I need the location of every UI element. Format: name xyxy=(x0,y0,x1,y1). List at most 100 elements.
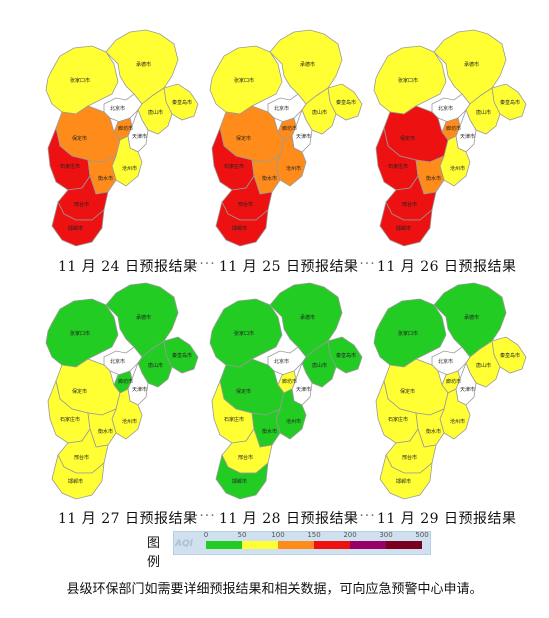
legend-swatch-purple xyxy=(350,541,386,549)
map-caption-2: 11 月 25 日预报结果 xyxy=(219,259,359,275)
city-label-bd: 保定市 xyxy=(72,135,87,142)
city-label-zjk: 张家口市 xyxy=(70,77,90,84)
city-label-xt: 邢台市 xyxy=(238,454,253,461)
region-hd xyxy=(51,453,105,500)
city-label-xt: 邢台市 xyxy=(74,201,89,208)
legend-tick: 150 xyxy=(307,531,321,539)
city-label-sjz: 石家庄市 xyxy=(388,416,408,423)
map-caption-3: 11 月 26 日预报结果 xyxy=(377,259,517,275)
city-label-zjk: 张家口市 xyxy=(398,330,418,337)
region-cd xyxy=(433,282,507,358)
city-label-bd: 保定市 xyxy=(400,388,415,395)
city-label-qhd: 秦皇岛市 xyxy=(500,352,520,359)
region-hd xyxy=(379,200,433,247)
city-label-cd: 承德市 xyxy=(136,314,151,321)
map-caption-1: 11 月 24 日预报结果 xyxy=(58,259,198,275)
city-label-bd: 保定市 xyxy=(400,135,415,142)
city-label-cz: 沧州市 xyxy=(450,165,465,172)
city-label-xt: 邢台市 xyxy=(74,454,89,461)
city-label-sjz: 石家庄市 xyxy=(388,163,408,170)
city-label-hs: 衡水市 xyxy=(262,428,277,435)
region-hd xyxy=(215,200,269,247)
forecast-map-5: 张家口市 承德市 秦皇岛市 唐山市 北京市 天津市 廊坊市 保定市 沧州市 石家庄市 衡水市 邢台市邯… xyxy=(192,275,372,505)
city-label-ts: 唐山市 xyxy=(148,362,163,369)
legend-tick: 200 xyxy=(343,531,357,539)
region-zjk xyxy=(209,298,283,368)
region-zjk xyxy=(373,45,447,115)
city-label-tj: 天津市 xyxy=(132,386,147,393)
caption-separator: ······ xyxy=(343,256,376,272)
legend-title: 图例 xyxy=(147,536,161,570)
forecast-map-6: 张家口市 承德市 秦皇岛市 唐山市 北京市 天津市 廊坊市 保定市 沧州市 石家庄市 衡水市 邢台市邯… xyxy=(356,275,536,505)
city-label-cd: 承德市 xyxy=(300,61,315,68)
city-label-zjk: 张家口市 xyxy=(234,330,254,337)
city-label-hs: 衡水市 xyxy=(98,428,113,435)
region-hd xyxy=(51,200,105,247)
forecast-map-2: 张家口市 承德市 秦皇岛市 唐山市 北京市 天津市 廊坊市 保定市 沧州市 石家庄市 衡水市 邢台市邯… xyxy=(192,22,372,252)
legend-tick: 0 xyxy=(203,531,209,539)
city-label-lf: 廊坊市 xyxy=(282,378,297,385)
city-label-hs: 衡水市 xyxy=(426,428,441,435)
caption-separator: ······ xyxy=(183,508,216,524)
legend-aqi-label: AQI xyxy=(175,539,193,549)
city-label-hd: 邯郸市 xyxy=(396,478,411,485)
city-label-lf: 廊坊市 xyxy=(282,125,297,132)
city-label-sjz: 石家庄市 xyxy=(224,416,244,423)
legend-tick: 500 xyxy=(415,531,429,539)
city-label-qhd: 秦皇岛市 xyxy=(172,99,192,106)
city-label-hd: 邯郸市 xyxy=(232,225,247,232)
city-label-sjz: 石家庄市 xyxy=(224,163,244,170)
region-zjk xyxy=(373,298,447,368)
city-label-ts: 唐山市 xyxy=(312,362,327,369)
region-hd xyxy=(215,453,269,500)
city-label-cz: 沧州市 xyxy=(122,418,137,425)
legend-tick: 300 xyxy=(379,531,393,539)
city-label-tj: 天津市 xyxy=(460,386,475,393)
legend-swatch-maroon xyxy=(386,541,422,549)
city-label-hs: 衡水市 xyxy=(426,175,441,182)
map-caption-5: 11 月 28 日预报结果 xyxy=(219,511,359,527)
region-cd xyxy=(433,29,507,105)
city-label-bd: 保定市 xyxy=(72,388,87,395)
city-label-cd: 承德市 xyxy=(136,61,151,68)
city-label-tj: 天津市 xyxy=(132,133,147,140)
city-label-lf: 廊坊市 xyxy=(118,125,133,132)
city-label-sjz: 石家庄市 xyxy=(60,163,80,170)
city-label-zjk: 张家口市 xyxy=(234,77,254,84)
region-zjk xyxy=(209,45,283,115)
caption-separator: ······ xyxy=(343,508,376,524)
city-label-cz: 沧州市 xyxy=(450,418,465,425)
city-label-hd: 邯郸市 xyxy=(232,478,247,485)
city-label-qhd: 秦皇岛市 xyxy=(500,99,520,106)
city-label-ts: 唐山市 xyxy=(476,362,491,369)
city-label-bj: 北京市 xyxy=(438,358,453,365)
region-cd xyxy=(105,282,179,358)
legend-swatch-green xyxy=(206,541,242,549)
city-label-cd: 承德市 xyxy=(464,61,479,68)
region-cd xyxy=(105,29,179,105)
city-label-xt: 邢台市 xyxy=(402,201,417,208)
legend-swatch-orange xyxy=(278,541,314,549)
forecast-map-1: 张家口市 承德市 秦皇岛市 唐山市 北京市 天津市 廊坊市 保定市 沧州市 石家庄市 衡水市 邢台市邯… xyxy=(28,22,208,252)
region-zjk xyxy=(45,298,119,368)
caption-separator: ······ xyxy=(183,256,216,272)
city-label-cd: 承德市 xyxy=(300,314,315,321)
city-label-zjk: 张家口市 xyxy=(398,77,418,84)
map-caption-4: 11 月 27 日预报结果 xyxy=(58,511,198,527)
city-label-qhd: 秦皇岛市 xyxy=(336,352,356,359)
city-label-xt: 邢台市 xyxy=(238,201,253,208)
city-label-bd: 保定市 xyxy=(236,135,251,142)
city-label-lf: 廊坊市 xyxy=(118,378,133,385)
city-label-hd: 邯郸市 xyxy=(396,225,411,232)
legend-tick: 50 xyxy=(237,531,247,539)
city-label-ts: 唐山市 xyxy=(476,109,491,116)
region-zjk xyxy=(45,45,119,115)
city-label-lf: 廊坊市 xyxy=(446,378,461,385)
city-label-bj: 北京市 xyxy=(274,358,289,365)
city-label-bd: 保定市 xyxy=(236,388,251,395)
forecast-map-3: 张家口市 承德市 秦皇岛市 唐山市 北京市 天津市 廊坊市 保定市 沧州市 石家庄市 衡水市 邢台市邯… xyxy=(356,22,536,252)
city-label-bj: 北京市 xyxy=(438,105,453,112)
forecast-map-4: 张家口市 承德市 秦皇岛市 唐山市 北京市 天津市 廊坊市 保定市 沧州市 石家庄市 衡水市 邢台市邯… xyxy=(28,275,208,505)
city-label-qhd: 秦皇岛市 xyxy=(172,352,192,359)
city-label-ts: 唐山市 xyxy=(148,109,163,116)
